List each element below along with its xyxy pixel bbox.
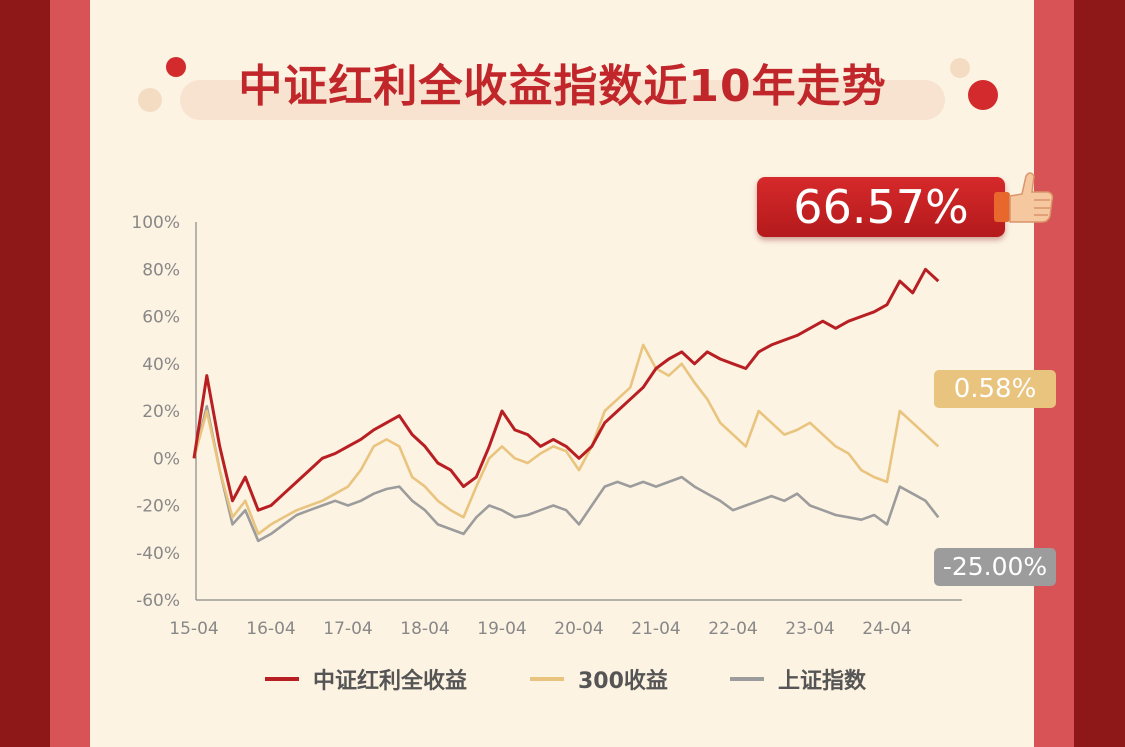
x-tick-label: 16-04	[246, 619, 295, 639]
series-line-shanghai	[192, 405, 940, 543]
x-tick-label: 17-04	[323, 619, 372, 639]
decor-dot-cream-right	[950, 58, 970, 78]
y-tick-label: 100%	[131, 213, 180, 233]
y-tick-label: 60%	[142, 308, 180, 328]
legend-item-csi300: 300收益	[530, 662, 668, 696]
chart-axes	[195, 222, 962, 601]
frame-right-border	[1074, 0, 1125, 747]
decor-dot-red-left	[166, 57, 186, 77]
legend-item-shanghai: 上证指数	[730, 662, 866, 696]
shanghai-index-return-badge: -25.00%	[934, 548, 1056, 586]
dividend-return-callout: 66.57%	[757, 177, 1005, 237]
legend-label-dividend: 中证红利全收益	[313, 669, 468, 694]
y-tick-label: 40%	[142, 355, 180, 375]
x-tick-label: 21-04	[631, 619, 680, 639]
frame-left-border	[0, 0, 50, 747]
chart-series	[192, 267, 940, 543]
decor-dot-red-right	[968, 80, 998, 110]
series-line-dividend	[192, 267, 940, 512]
frame-left-stripe	[50, 0, 90, 747]
y-tick-label: 0%	[153, 449, 180, 469]
csi300-return-badge: 0.58%	[934, 370, 1056, 408]
x-tick-label: 18-04	[400, 619, 449, 639]
x-tick-label: 22-04	[708, 619, 757, 639]
legend-swatch-dividend	[265, 677, 299, 681]
y-tick-label: -40%	[136, 544, 180, 564]
y-tick-label: -60%	[136, 591, 180, 611]
y-tick-label: -20%	[136, 497, 180, 517]
y-tick-label: 80%	[142, 260, 180, 280]
page-title: 中证红利全收益指数近10年走势	[238, 61, 887, 112]
legend-label-shanghai: 上证指数	[778, 669, 867, 694]
y-tick-label: 20%	[142, 402, 180, 422]
x-tick-label: 23-04	[785, 619, 834, 639]
legend-item-dividend: 中证红利全收益	[265, 662, 467, 696]
thumbs-up-icon	[994, 172, 1054, 223]
legend-label-csi300: 300收益	[578, 669, 668, 694]
x-tick-label: 19-04	[477, 619, 526, 639]
decor-dot-cream-left	[138, 88, 162, 112]
y-axis-tick-labels: 100% 80% 60% 40% 20% 0% -20% -40% -60%	[131, 213, 180, 611]
title-pill-background	[180, 80, 945, 120]
x-tick-label: 24-04	[862, 619, 911, 639]
series-line-csi300	[192, 343, 940, 536]
legend-swatch-csi300	[530, 677, 564, 681]
x-tick-label: 20-04	[554, 619, 603, 639]
legend-swatch-shanghai	[730, 677, 764, 681]
x-tick-label: 15-04	[169, 619, 218, 639]
x-axis-tick-labels: 15-04 16-04 17-04 18-04 19-04 20-04 21-04 22-04…	[169, 619, 911, 639]
chart-panel	[90, 0, 1034, 747]
